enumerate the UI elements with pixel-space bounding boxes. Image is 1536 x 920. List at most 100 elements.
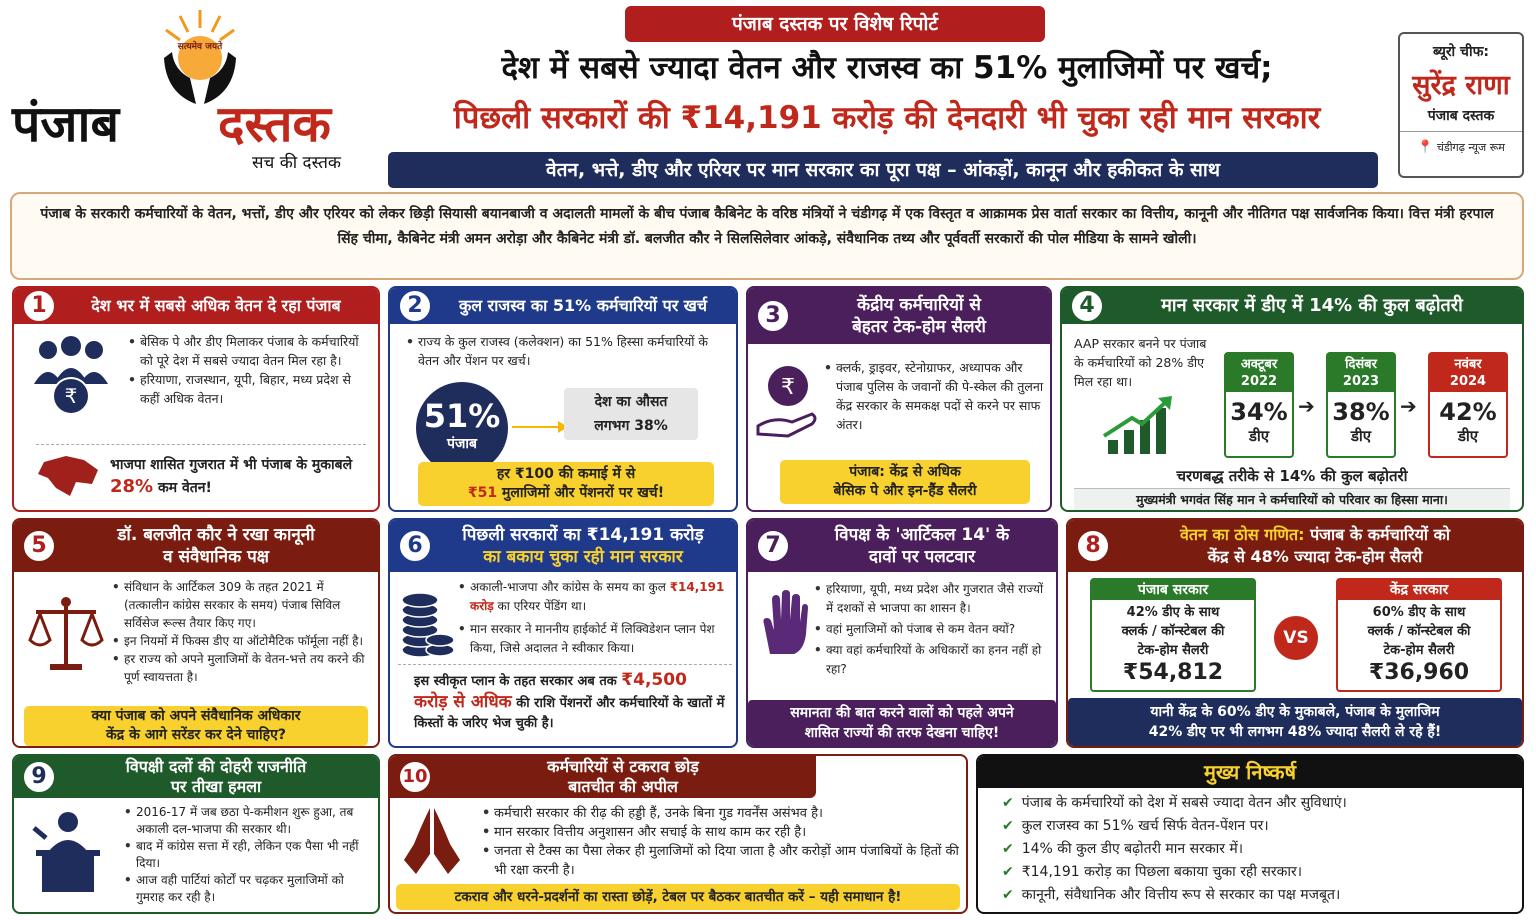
logo-tagline: सच की दस्तक <box>252 153 341 173</box>
card-6-b1-amt: ₹14,191 करोड़ <box>470 580 725 613</box>
card-2-big-pct: 51% <box>423 397 501 435</box>
card-7-number: 7 <box>756 529 790 563</box>
card-5-legal: 5 डॉ. बलजीत कौर ने रखा कानूनी व संवैधानि… <box>12 518 380 748</box>
da-step-2-label: डीए <box>1350 427 1372 445</box>
card-5-header: 5 डॉ. बलजीत कौर ने रखा कानूनी व संवैधानि… <box>14 520 378 572</box>
list-item: 2016-17 में जब छठा पे-कमीशन शुरू हुआ, तब… <box>122 804 376 838</box>
employees-rupee-icon: ₹ <box>34 336 108 415</box>
card-8-header: 8 वेतन का ठोस गणित: पंजाब के कर्मचारियों… <box>1068 520 1522 572</box>
card-8-punjab-box: पंजाब सरकार 42% डीए के साथ क्लर्क / कॉन्… <box>1090 578 1256 692</box>
card-10-yellow-note: टकराव और धरने-प्रदर्शनों का रास्ता छोड़े… <box>396 884 960 910</box>
list-item: वहां मुलाजिमों को पंजाब से कम वेतन क्यों… <box>812 620 1054 639</box>
da-step-3: नवंबर 2024 42% डीए <box>1428 352 1508 458</box>
card-7-footer: समानता की बात करने वालों को पहले अपने शा… <box>748 700 1056 746</box>
card-6-title-l1: पिछली सरकारों का ₹14,191 करोड़ <box>462 525 704 545</box>
bureau-title: ब्यूरो चीफ: <box>1433 44 1489 60</box>
card-9-number: 9 <box>22 760 56 794</box>
raised-hand-icon <box>763 590 808 654</box>
list-item: मान सरकार ने माननीय हाईकोर्ट में लिक्विड… <box>456 620 734 658</box>
card-6-header: 6 पिछली सरकारों का ₹14,191 करोड़ का बकाय… <box>390 520 736 572</box>
card-1-bullets: बेसिक पे और डीए मिलाकर पंजाब के कर्मचारि… <box>126 332 372 408</box>
bureau-chief-box: ब्यूरो चीफ: सुरेंद्र राणा पंजाब दस्तक 📍 … <box>1398 32 1524 178</box>
list-item: बाद में कांग्रेस सत्ता में रही, लेकिन एक… <box>122 838 376 872</box>
da-step-2-date: दिसंबर 2023 <box>1328 354 1394 392</box>
card-1-number: 1 <box>22 289 56 323</box>
card-8-title-l2: केंद्र से 48% ज्यादा टेक-होम सैलरी <box>1207 547 1423 566</box>
da-step-2-month: दिसंबर <box>1345 357 1377 372</box>
list-item: बेसिक पे और डीए मिलाकर पंजाब के कर्मचारि… <box>126 332 372 370</box>
da-step-1-month: अक्टूबर <box>1240 357 1278 372</box>
card-7-title-l2: दावों पर पलटवार <box>868 547 976 567</box>
gujarat-map-icon <box>38 456 98 496</box>
da-step-1-date: अक्टूबर 2022 <box>1226 354 1292 392</box>
card-6-note-post: की राशि पेंशनरों और कर्मचारियों के खातों… <box>414 696 725 731</box>
list-item: आज वही पार्टियां कोर्टों पर चढ़कर मुलाजि… <box>122 872 376 906</box>
coin-stack-icon <box>401 592 455 658</box>
card-3-bullets: क्लर्क, ड्राइवर, स्टेनोग्राफर, अध्यापक औ… <box>822 358 1048 434</box>
card-10-title-l2: बातचीत की अपील <box>568 777 678 796</box>
card-8-punjab-amt: ₹54,812 <box>1122 660 1224 685</box>
growth-chart-icon <box>1102 396 1172 454</box>
card-9-double-politics: 9 विपक्षी दलों की दोहरी राजनीति पर तीखा … <box>12 754 380 914</box>
card-9-title-l2: पर तीखा हमला <box>170 777 262 796</box>
card-8-centre-head: केंद्र सरकार <box>1338 580 1500 600</box>
card-3-title-l2: बेहतर टेक-होम सैलरी <box>852 317 986 337</box>
card-6-title-l2: का बकाय चुका रही मान सरकार <box>483 547 683 567</box>
scales-of-justice-icon <box>28 597 104 670</box>
card-6-arrears: 6 पिछली सरकारों का ₹14,191 करोड़ का बकाय… <box>388 518 738 748</box>
da-step-3-year: 2024 <box>1449 374 1487 389</box>
bureau-org: पंजाब दस्तक <box>1400 106 1522 132</box>
card-5-bullets: संविधान के आर्टिकल 309 के तहत 2021 में (… <box>110 578 372 686</box>
list-item: कर्मचारी सरकार की रीढ़ की हड्डी हैं, उनक… <box>480 804 960 823</box>
step-arrow-icon: ➔ <box>1298 394 1315 418</box>
card-10-header: 10 कर्मचारियों से टकराव छोड़ बातचीत की अ… <box>390 756 816 798</box>
card-4-title: मान सरकार में डीए में 14% की कुल बढ़ोतरी <box>1161 295 1463 316</box>
card-1-note-pct: 28% <box>110 476 154 497</box>
card-8-centre-amt: ₹36,960 <box>1368 660 1470 685</box>
card-5-title-l2: व संवैधानिक पक्ष <box>163 547 269 567</box>
card-2-number: 2 <box>398 289 432 323</box>
card-7-article-14: 7 विपक्ष के 'आर्टिकल 14' के दावों पर पलट… <box>746 518 1058 748</box>
da-step-1: अक्टूबर 2022 34% डीए <box>1224 352 1294 458</box>
card-7-header: 7 विपक्ष के 'आर्टिकल 14' के दावों पर पलट… <box>748 520 1056 572</box>
svg-text:₹: ₹ <box>781 375 795 400</box>
intro-paragraph: पंजाब के सरकारी कर्मचारियों के वेतन, भत्… <box>10 192 1524 280</box>
vs-badge: VS <box>1274 616 1318 660</box>
headline-line1: देश में सबसे ज्यादा वेतन और राजस्व का 51… <box>501 50 1273 86</box>
svg-text:₹: ₹ <box>65 384 78 408</box>
card-3-y-line1: पंजाब: केंद्र से अधिक <box>849 464 961 480</box>
list-item: अकाली-भाजपा और कांग्रेस के समय का कुल ₹1… <box>456 578 734 616</box>
list-item: जनता से टैक्स का पैसा लेकर ही मुलाजिमों … <box>480 842 960 880</box>
da-step-2-year: 2023 <box>1342 374 1380 389</box>
card-3-number: 3 <box>756 299 790 333</box>
card-1-divider <box>36 444 366 445</box>
conclusion-item: 14% की कुल डीए बढ़ोतरी मान सरकार में। <box>1002 838 1516 861</box>
card-1-note: भाजपा शासित गुजरात में भी पंजाब के मुकाब… <box>110 454 372 499</box>
bureau-name: सुरेंद्र राणा <box>1412 70 1510 101</box>
card-8-footer-l2: 42% डीए पर भी लगभग 48% ज्यादा सैलरी ले र… <box>1148 724 1442 740</box>
card-4-header: 4 मान सरकार में डीए में 14% की कुल बढ़ोत… <box>1062 288 1522 324</box>
arrow-head-icon <box>558 421 568 433</box>
card-6-number: 6 <box>398 529 432 563</box>
conclusion-title: मुख्य निष्कर्ष <box>1203 760 1297 784</box>
card-8-centre-box: केंद्र सरकार 60% डीए के साथ क्लर्क / कॉन… <box>1336 578 1502 692</box>
card-10-dialogue-appeal: 10 कर्मचारियों से टकराव छोड़ बातचीत की अ… <box>388 754 968 914</box>
card-10-bullets: कर्मचारी सरकार की रीढ़ की हड्डी हैं, उनक… <box>480 804 960 880</box>
special-report-ribbon: पंजाब दस्तक पर विशेष रिपोर्ट <box>625 6 1045 42</box>
conclusion-item: कानूनी, संवैधानिक और वित्तीय रूप से सरका… <box>1002 884 1516 907</box>
card-8-punjab-head: पंजाब सरकार <box>1092 580 1254 600</box>
card-8-centre-l3: टेक-होम सैलरी <box>1383 643 1455 658</box>
da-step-1-year: 2022 <box>1240 374 1278 389</box>
card-8-punjab-l2: क्लर्क / कॉन्स्टेबल की <box>1121 624 1225 639</box>
card-4-number: 4 <box>1070 289 1104 323</box>
da-step-2: दिसंबर 2023 38% डीए <box>1326 352 1396 458</box>
card-6-b1-post: का एरियर पेंडिंग था। <box>497 599 587 613</box>
location-pin-icon: 📍 <box>1417 140 1434 155</box>
conclusion-item: कुल राजस्व का 51% खर्च सिर्फ वेतन-पेंशन … <box>1002 815 1516 838</box>
card-6-divider <box>398 664 732 665</box>
card-7-d-line2: शासित राज्यों की तरफ देखना चाहिए! <box>804 725 1000 741</box>
card-2-51pct-circle: 51% पंजाब <box>416 382 508 474</box>
card-3-yellow-note: पंजाब: केंद्र से अधिक बेसिक पे और इन-हैं… <box>780 460 1030 504</box>
card-8-footer-l1: यानी केंद्र के 60% डीए के मुकाबले, पंजाब… <box>1150 704 1440 720</box>
card-8-title-highlight: वेतन का ठोस गणित: <box>1179 525 1305 544</box>
